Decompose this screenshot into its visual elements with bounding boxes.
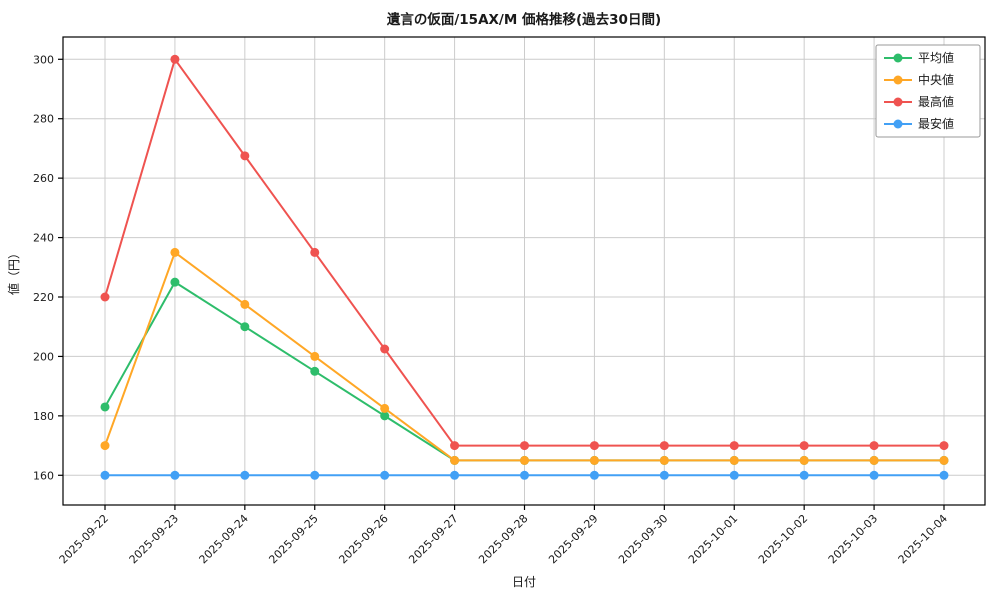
legend-label-最安値: 最安値 xyxy=(918,116,954,131)
series-marker-中央値 xyxy=(100,441,110,451)
series-marker-最高値 xyxy=(589,441,599,451)
series-marker-中央値 xyxy=(310,351,320,361)
series-marker-中央値 xyxy=(589,455,599,465)
y-tick-label: 300 xyxy=(33,53,54,66)
series-marker-平均値 xyxy=(100,402,110,412)
series-marker-最安値 xyxy=(520,470,529,480)
series-marker-最安値 xyxy=(170,470,180,480)
series-marker-最高値 xyxy=(869,441,879,451)
series-marker-最安値 xyxy=(240,470,250,480)
series-marker-平均値 xyxy=(380,411,390,421)
series-marker-中央値 xyxy=(520,455,529,465)
legend-marker-最安値 xyxy=(893,119,903,129)
series-marker-最高値 xyxy=(939,441,949,451)
series-marker-最高値 xyxy=(659,441,669,451)
series-marker-中央値 xyxy=(170,247,180,257)
legend-box xyxy=(875,44,981,138)
series-marker-最高値 xyxy=(380,344,390,354)
data-series xyxy=(100,54,949,480)
series-marker-平均値 xyxy=(310,366,320,376)
y-tick-label: 240 xyxy=(33,232,54,245)
series-marker-最安値 xyxy=(310,470,320,480)
series-marker-最高値 xyxy=(799,441,809,451)
grid-lines xyxy=(63,37,985,505)
series-marker-最安値 xyxy=(450,470,460,480)
x-tick-label: 2025-09-24 xyxy=(197,512,251,566)
x-tick-label: 2025-09-28 xyxy=(476,512,530,566)
series-marker-平均値 xyxy=(170,277,180,287)
y-axis-label: 値（円） xyxy=(6,247,21,295)
x-tick-label: 2025-10-02 xyxy=(756,512,810,566)
x-tick-label: 2025-09-25 xyxy=(266,512,320,566)
x-tick-label: 2025-10-03 xyxy=(826,512,880,566)
x-tick-label: 2025-09-26 xyxy=(336,512,390,566)
series-marker-最高値 xyxy=(729,441,739,451)
series-marker-最高値 xyxy=(170,54,180,64)
y-tick-label: 220 xyxy=(33,291,54,304)
series-marker-最安値 xyxy=(729,470,739,480)
series-marker-最高値 xyxy=(310,247,320,257)
series-marker-最安値 xyxy=(869,470,879,480)
series-marker-中央値 xyxy=(869,455,879,465)
series-marker-最安値 xyxy=(589,470,599,480)
chart-title: 遺言の仮面/15AX/M 価格推移(過去30日間) xyxy=(386,11,661,28)
legend-label-中央値: 中央値 xyxy=(918,72,954,87)
series-marker-最高値 xyxy=(520,441,529,451)
series-marker-中央値 xyxy=(450,455,460,465)
series-marker-平均値 xyxy=(240,322,250,332)
series-marker-中央値 xyxy=(799,455,809,465)
x-tick-label: 2025-09-22 xyxy=(57,512,111,566)
legend-label-最高値: 最高値 xyxy=(918,94,954,109)
series-marker-中央値 xyxy=(659,455,669,465)
y-tick-label: 180 xyxy=(33,410,54,423)
tick-labels: 160 180 200 220 240 260 280 300 2025-09-22 2025-0… xyxy=(33,53,950,566)
y-tick-label: 280 xyxy=(33,113,54,126)
series-marker-最高値 xyxy=(450,441,460,451)
series-marker-中央値 xyxy=(729,455,739,465)
series-marker-最高値 xyxy=(100,292,110,302)
x-axis-label: 日付 xyxy=(512,575,536,589)
legend-marker-中央値 xyxy=(893,75,903,85)
legend-marker-平均値 xyxy=(893,53,903,63)
series-marker-中央値 xyxy=(240,299,250,309)
series-marker-最安値 xyxy=(659,470,669,480)
x-tick-label: 2025-09-23 xyxy=(127,512,181,566)
series-marker-最安値 xyxy=(799,470,809,480)
x-tick-label: 2025-10-04 xyxy=(896,512,950,566)
y-tick-label: 160 xyxy=(33,469,54,482)
series-marker-最安値 xyxy=(939,470,949,480)
series-marker-最高値 xyxy=(240,151,250,161)
y-tick-label: 260 xyxy=(33,172,54,185)
y-tick-label: 200 xyxy=(33,350,54,363)
series-marker-最安値 xyxy=(380,470,390,480)
axes xyxy=(58,36,986,510)
legend-marker-最高値 xyxy=(893,97,903,107)
x-tick-label: 2025-10-01 xyxy=(686,512,740,566)
series-marker-中央値 xyxy=(380,403,390,413)
x-tick-label: 2025-09-27 xyxy=(406,512,460,566)
x-tick-label: 2025-09-29 xyxy=(546,512,600,566)
x-tick-label: 2025-09-30 xyxy=(616,512,670,566)
series-marker-中央値 xyxy=(939,455,949,465)
legend-label-平均値: 平均値 xyxy=(918,50,954,65)
series-marker-最安値 xyxy=(100,470,110,480)
